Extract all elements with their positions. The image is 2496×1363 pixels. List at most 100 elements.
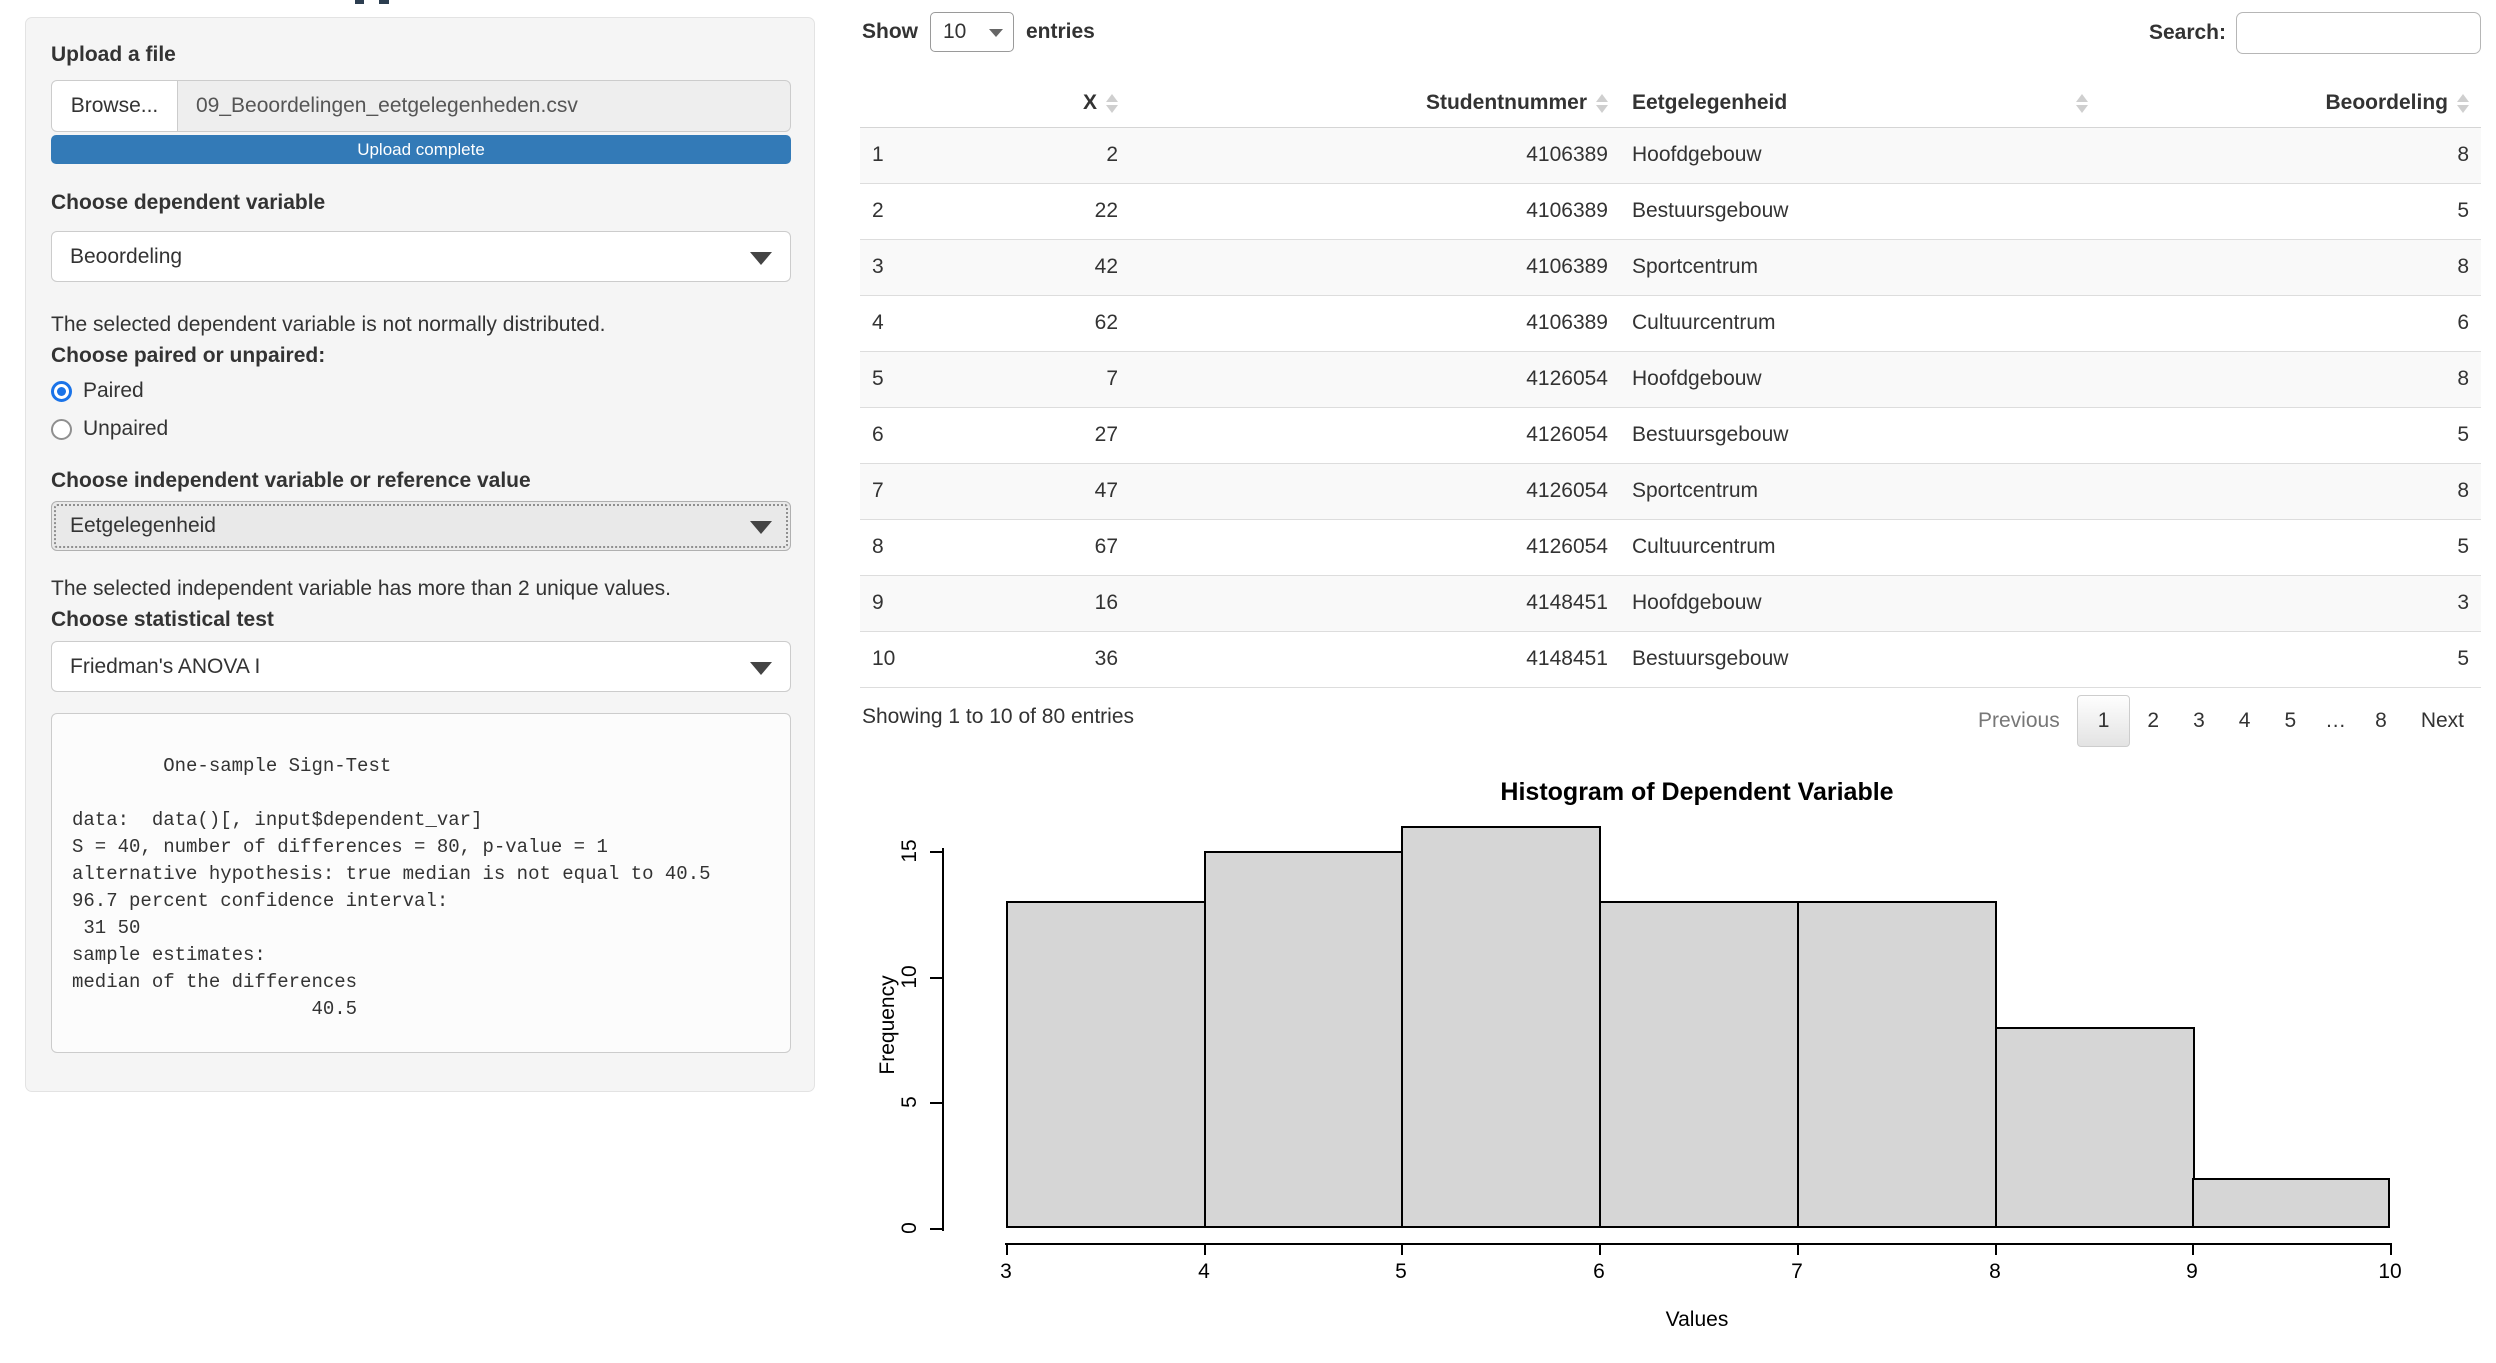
upload-progress-text: Upload complete [357, 139, 485, 159]
table-cell: 4126054 [1130, 351, 1620, 408]
x-tick-label: 7 [1791, 1260, 1803, 1283]
y-tick-label: 10 [898, 965, 921, 989]
table-cell: Bestuursgebouw [1620, 631, 2100, 688]
statistical-test-label: Choose statistical test [51, 608, 274, 631]
file-input[interactable]: Browse... 09_Beoordelingen_eetgelegenhed… [51, 80, 791, 132]
histogram-bar [1204, 851, 1404, 1228]
column-header-studentnummer[interactable]: Studentnummer [1130, 80, 1620, 128]
x-tick-label: 3 [1000, 1260, 1012, 1283]
radio-label: Unpaired [83, 417, 169, 440]
table-cell: 3 [2100, 575, 2481, 632]
column-header-x[interactable]: X [950, 80, 1130, 128]
search-input[interactable] [2236, 12, 2481, 54]
y-axis-tick [930, 977, 942, 979]
histogram-bar [1995, 1027, 2195, 1228]
pagination-page[interactable]: 5 [2284, 709, 2297, 732]
paired-label: Choose paired or unpaired: [51, 344, 326, 367]
y-tick-label: 15 [898, 839, 921, 863]
radio-option-unpaired[interactable]: Unpaired [51, 414, 791, 444]
pagination-page[interactable]: 4 [2238, 709, 2251, 732]
paired-radio-group: Paired Unpaired [51, 376, 791, 452]
browse-button[interactable]: Browse... [51, 80, 178, 132]
pagination-page[interactable]: 2 [2147, 709, 2160, 732]
pagination-page[interactable]: 8 [2375, 709, 2387, 732]
pagination-page[interactable]: 3 [2193, 709, 2205, 732]
table-cell: 47 [950, 463, 1130, 520]
x-axis-tick [2192, 1243, 2194, 1255]
radio-unselected-icon[interactable] [51, 418, 72, 440]
entries-per-page-select[interactable]: 10 [930, 12, 1014, 52]
x-tick-label: 9 [2186, 1260, 2198, 1283]
data-table: X Studentnummer Eetgelegenheid Beoordeling … [860, 80, 2481, 688]
upload-progress-bar: Upload complete [51, 135, 791, 164]
table-cell: 8 [860, 519, 950, 576]
histogram-bar [1006, 901, 1206, 1228]
table-cell: 7 [950, 351, 1130, 408]
x-axis-tick [1401, 1243, 1403, 1255]
table-cell: 8 [2100, 463, 2481, 520]
histogram-bar [1401, 826, 1601, 1228]
table-cell: Sportcentrum [1620, 239, 2100, 296]
caret-down-icon [750, 661, 772, 675]
statistical-test-select[interactable]: Friedman's ANOVA I [51, 641, 791, 692]
table-cell: 67 [950, 519, 1130, 576]
pagination-ellipsis: … [2325, 709, 2347, 732]
table-body: 1 2 4106389 Hoofdgebouw 8 2 22 4106389 Bestuursg… [860, 127, 2481, 688]
table-cell: 4126054 [1130, 407, 1620, 464]
table-info: Showing 1 to 10 of 80 entries [862, 705, 1135, 728]
independent-variable-select[interactable]: Eetgelegenheid [51, 501, 791, 551]
table-cell: 5 [2100, 183, 2481, 240]
x-axis-tick [1599, 1243, 1601, 1255]
dependent-variable-label: Choose dependent variable [51, 191, 326, 214]
radio-selected-icon[interactable] [51, 380, 72, 402]
table-row: 4 62 4106389 Cultuurcentrum 6 [860, 295, 2481, 352]
table-cell: Hoofdgebouw [1620, 127, 2100, 184]
sort-icon [2076, 93, 2088, 113]
pagination-page-current[interactable]: 1 [2076, 695, 2131, 747]
y-axis-tick [930, 851, 942, 853]
histogram: Histogram of Dependent Variable Frequenc… [860, 770, 2481, 1363]
table-cell: 16 [950, 575, 1130, 632]
table-cell: 4106389 [1130, 239, 1620, 296]
table-cell: 9 [860, 575, 950, 632]
table-cell: Bestuursgebouw [1620, 183, 2100, 240]
x-axis-tick [1006, 1243, 1008, 1255]
search-label: Search: [2148, 21, 2226, 44]
dependent-variable-select[interactable]: Beoordeling [51, 231, 791, 282]
table-row: 10 36 4148451 Bestuursgebouw 5 [860, 631, 2481, 688]
table-cell: 7 [860, 463, 950, 520]
pagination-previous[interactable]: Previous [1977, 709, 2060, 732]
column-header-eetgelegenheid[interactable]: Eetgelegenheid [1620, 80, 2100, 128]
chevron-down-icon [989, 29, 1003, 37]
table-row: 9 16 4148451 Hoofdgebouw 3 [860, 575, 2481, 632]
file-name-field[interactable]: 09_Beoordelingen_eetgelegenheden.csv [178, 80, 791, 132]
table-cell: Bestuursgebouw [1620, 407, 2100, 464]
y-tick-label: 5 [898, 1096, 921, 1108]
table-cell: Cultuurcentrum [1620, 519, 2100, 576]
table-cell: 4148451 [1130, 575, 1620, 632]
radio-option-paired[interactable]: Paired [51, 376, 791, 406]
show-label: Show [862, 20, 918, 43]
table-cell: 5 [860, 351, 950, 408]
x-axis-tick [2390, 1243, 2392, 1255]
table-cell: 6 [2100, 295, 2481, 352]
upload-file-label: Upload a file [51, 43, 176, 66]
x-axis-tick [1797, 1243, 1799, 1255]
histogram-bar [1797, 901, 1997, 1228]
table-row: 6 27 4126054 Bestuursgebouw 5 [860, 407, 2481, 464]
table-cell: 4106389 [1130, 183, 1620, 240]
x-axis-tick [1995, 1243, 1997, 1255]
sort-icon [1596, 93, 1608, 113]
column-header-beoordeling[interactable]: Beoordeling [2100, 80, 2481, 128]
table-cell: 27 [950, 407, 1130, 464]
table-cell: 8 [2100, 127, 2481, 184]
x-axis-tick [1204, 1243, 1206, 1255]
table-cell: 1 [860, 127, 950, 184]
pagination-next[interactable]: Next [2420, 709, 2464, 732]
column-header-index [860, 80, 950, 128]
column-header-label: Studentnummer [1425, 91, 1587, 115]
table-row: 1 2 4106389 Hoofdgebouw 8 [860, 127, 2481, 184]
sort-icon [1106, 93, 1118, 113]
independent-variable-label: Choose independent variable or reference… [51, 469, 531, 492]
x-axis-line [1005, 1243, 2391, 1245]
